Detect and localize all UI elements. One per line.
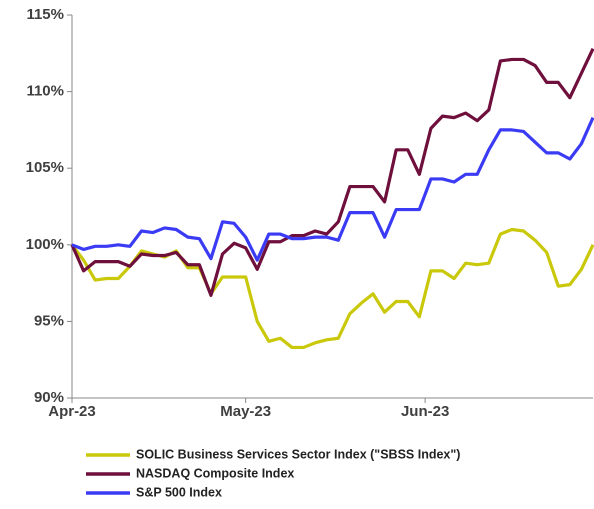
y-tick-label: 115%: [26, 6, 64, 23]
legend-label: SOLIC Business Services Sector Index ("S…: [136, 447, 460, 461]
series-line: [70, 48, 594, 297]
y-tick-label: 110%: [26, 83, 64, 100]
y-tick-label: 100%: [26, 236, 64, 253]
legend-label: S&P 500 Index: [136, 485, 222, 499]
legend-label: NASDAQ Composite Index: [136, 466, 294, 480]
y-tick-label: 95%: [34, 312, 64, 329]
y-tick-label: 90%: [34, 389, 64, 406]
y-tick-label: 105%: [26, 159, 64, 176]
series-line: [70, 227, 594, 350]
x-tick-label: Jun-23: [401, 403, 449, 420]
series-line: [71, 116, 594, 262]
x-tick-label: Apr-23: [48, 403, 96, 420]
x-tick-label: May-23: [220, 403, 271, 420]
